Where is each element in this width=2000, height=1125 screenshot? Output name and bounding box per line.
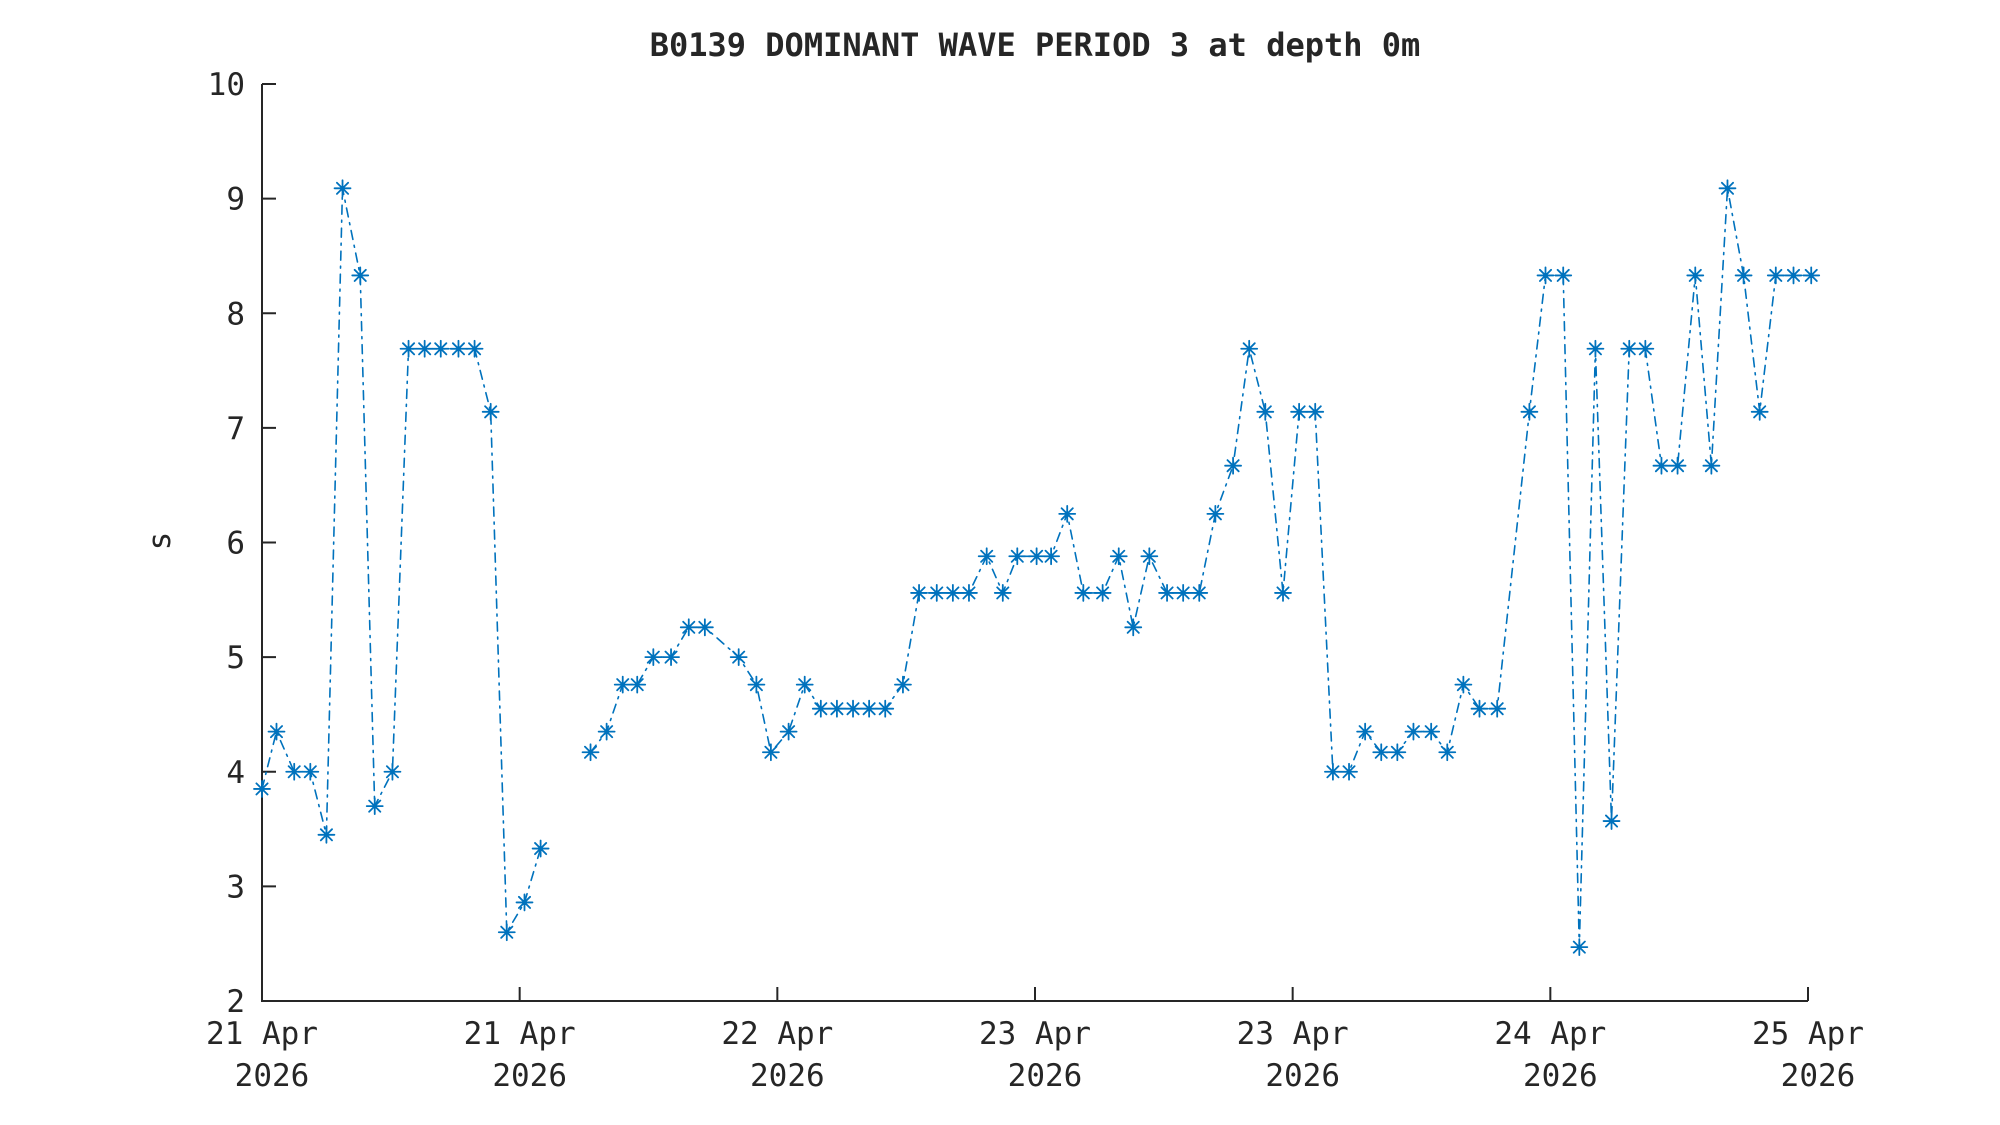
data-point-markers: [253, 179, 550, 942]
y-axis-ticks: [262, 83, 276, 1002]
x-tick-label: 21 Apr: [464, 1016, 576, 1052]
y-tick-label: 10: [208, 67, 245, 103]
series-line: [261, 188, 542, 935]
y-tick-label: 5: [226, 640, 245, 676]
y-tick-label: 8: [226, 296, 245, 332]
series-line: [589, 188, 1812, 948]
chart-title: B0139 DOMINANT WAVE PERIOD 3 at depth 0m: [650, 26, 1421, 64]
y-tick-label: 9: [226, 182, 245, 218]
y-axis-label: s: [142, 532, 178, 551]
x-tick-label: 22 Apr: [721, 1016, 833, 1052]
x-tick-sublabel: 2026: [750, 1058, 825, 1094]
axis-spines: [261, 84, 1808, 1002]
x-tick-sublabel: 2026: [492, 1058, 567, 1094]
y-tick-label: 6: [226, 526, 245, 562]
x-tick-label: 24 Apr: [1494, 1016, 1606, 1052]
series-layer: [253, 179, 1821, 957]
x-tick-sublabel: 2026: [235, 1058, 310, 1094]
x-axis-ticks: [261, 987, 1809, 1001]
x-tick-label: 21 Apr: [206, 1016, 318, 1052]
x-tick-label: 23 Apr: [1237, 1016, 1349, 1052]
y-tick-label: 4: [226, 755, 245, 791]
axes-layer: 2 3 4 5 6 7 8 9 10 21 Apr 2026 21 Apr 2026 22 Apr 2026…: [206, 67, 1864, 1094]
y-tick-label: 3: [226, 869, 245, 905]
x-tick-sublabel: 2026: [1008, 1058, 1083, 1094]
x-tick-sublabel: 2026: [1781, 1058, 1856, 1094]
x-tick-sublabel: 2026: [1523, 1058, 1598, 1094]
x-tick-label: 23 Apr: [979, 1016, 1091, 1052]
x-tick-label: 25 Apr: [1752, 1016, 1864, 1052]
y-tick-label: 2: [226, 984, 245, 1020]
labels-layer: B0139 DOMINANT WAVE PERIOD 3 at depth 0m…: [142, 26, 1420, 550]
x-tick-sublabel: 2026: [1265, 1058, 1340, 1094]
y-tick-label: 7: [226, 411, 245, 447]
data-point-markers: [581, 179, 1821, 957]
